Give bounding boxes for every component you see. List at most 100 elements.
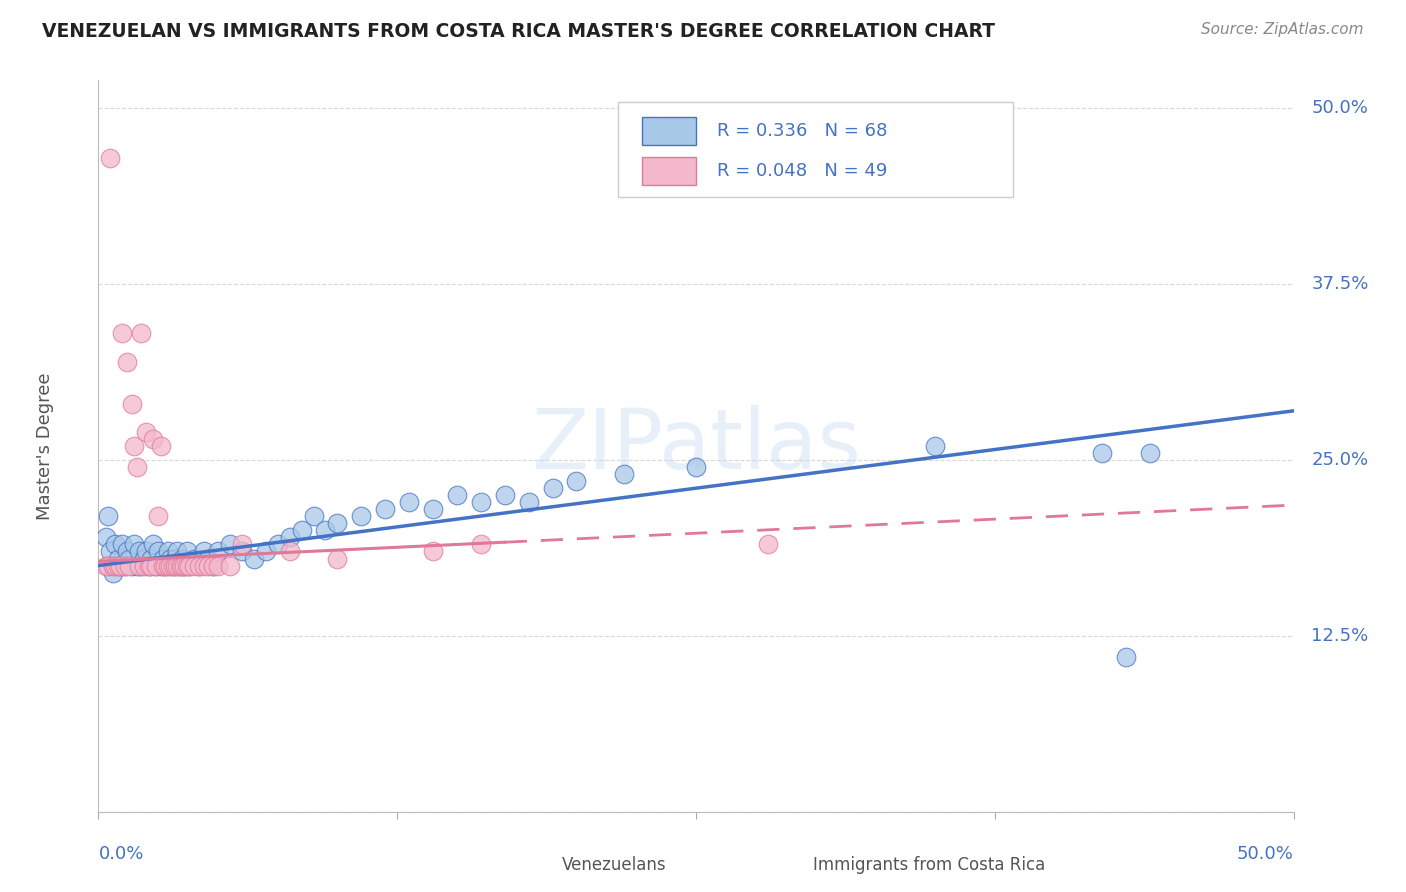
Point xyxy=(111,537,134,551)
Point xyxy=(302,509,325,524)
Point xyxy=(118,558,141,573)
Point xyxy=(172,551,194,566)
Point xyxy=(111,326,134,341)
Point xyxy=(132,551,155,566)
Text: Venezuelans: Venezuelans xyxy=(562,855,666,874)
Point xyxy=(541,481,564,495)
Point xyxy=(139,558,162,573)
Point xyxy=(290,524,312,538)
Point xyxy=(207,544,229,558)
Point xyxy=(156,558,179,573)
Point xyxy=(162,558,184,573)
Point xyxy=(155,558,177,573)
Point xyxy=(202,558,225,573)
Point xyxy=(173,558,195,573)
FancyBboxPatch shape xyxy=(619,103,1012,197)
Text: 50.0%: 50.0% xyxy=(1312,99,1368,118)
Point xyxy=(267,537,290,551)
Text: 25.0%: 25.0% xyxy=(1312,451,1368,469)
Point xyxy=(98,544,122,558)
Point xyxy=(166,544,188,558)
Point xyxy=(115,544,138,558)
Text: 12.5%: 12.5% xyxy=(1312,627,1368,645)
Point xyxy=(138,558,160,573)
Point xyxy=(108,558,131,573)
Point xyxy=(398,495,420,509)
Point xyxy=(94,558,117,573)
Point xyxy=(163,551,186,566)
Point xyxy=(470,537,492,551)
Point xyxy=(159,551,181,566)
Point xyxy=(374,502,396,516)
Point xyxy=(326,516,349,531)
Point xyxy=(97,509,120,524)
Point xyxy=(101,566,124,580)
Point xyxy=(173,558,195,573)
Point xyxy=(193,544,215,558)
FancyBboxPatch shape xyxy=(517,855,555,874)
Text: 50.0%: 50.0% xyxy=(1237,845,1294,863)
Point xyxy=(470,495,492,509)
Point xyxy=(176,544,198,558)
Point xyxy=(1115,650,1137,665)
FancyBboxPatch shape xyxy=(643,117,696,145)
Point xyxy=(446,488,468,502)
Point xyxy=(176,558,198,573)
Point xyxy=(613,467,636,482)
Point xyxy=(756,537,779,551)
Text: VENEZUELAN VS IMMIGRANTS FROM COSTA RICA MASTER'S DEGREE CORRELATION CHART: VENEZUELAN VS IMMIGRANTS FROM COSTA RICA… xyxy=(42,22,995,41)
Point xyxy=(193,558,215,573)
Point xyxy=(183,551,205,566)
Point xyxy=(98,151,122,165)
Point xyxy=(278,544,301,558)
Point xyxy=(231,544,253,558)
Point xyxy=(114,558,136,573)
Point xyxy=(148,509,170,524)
Point xyxy=(197,558,219,573)
Point xyxy=(131,558,153,573)
Point xyxy=(118,551,141,566)
Point xyxy=(254,544,277,558)
Point xyxy=(163,558,186,573)
Point xyxy=(172,558,194,573)
Point xyxy=(924,439,946,453)
Point xyxy=(155,558,177,573)
Point xyxy=(139,551,162,566)
Point xyxy=(121,558,143,573)
Point xyxy=(326,551,349,566)
Text: R = 0.048   N = 49: R = 0.048 N = 49 xyxy=(717,162,887,180)
Point xyxy=(125,460,148,475)
Point xyxy=(231,537,253,551)
FancyBboxPatch shape xyxy=(643,157,696,185)
Point xyxy=(187,558,209,573)
Point xyxy=(517,495,540,509)
Point xyxy=(278,530,301,544)
Point xyxy=(121,397,143,411)
Point xyxy=(152,558,174,573)
Point xyxy=(219,537,242,551)
Point xyxy=(124,537,146,551)
Point xyxy=(685,460,707,475)
Point xyxy=(104,537,127,551)
Point xyxy=(219,558,242,573)
Point xyxy=(107,551,129,566)
Point xyxy=(142,537,165,551)
Point xyxy=(101,558,124,573)
Point xyxy=(315,524,337,538)
Point xyxy=(128,558,150,573)
Point xyxy=(97,558,120,573)
Point xyxy=(350,509,373,524)
Point xyxy=(124,439,146,453)
Text: R = 0.336   N = 68: R = 0.336 N = 68 xyxy=(717,121,887,140)
Point xyxy=(169,558,191,573)
Point xyxy=(166,558,188,573)
Point xyxy=(145,558,167,573)
Point xyxy=(149,439,172,453)
Point xyxy=(179,558,201,573)
Point xyxy=(142,432,165,446)
Text: 37.5%: 37.5% xyxy=(1312,276,1369,293)
Point xyxy=(1139,446,1161,460)
Point xyxy=(179,558,201,573)
Point xyxy=(243,551,266,566)
Point xyxy=(114,558,136,573)
